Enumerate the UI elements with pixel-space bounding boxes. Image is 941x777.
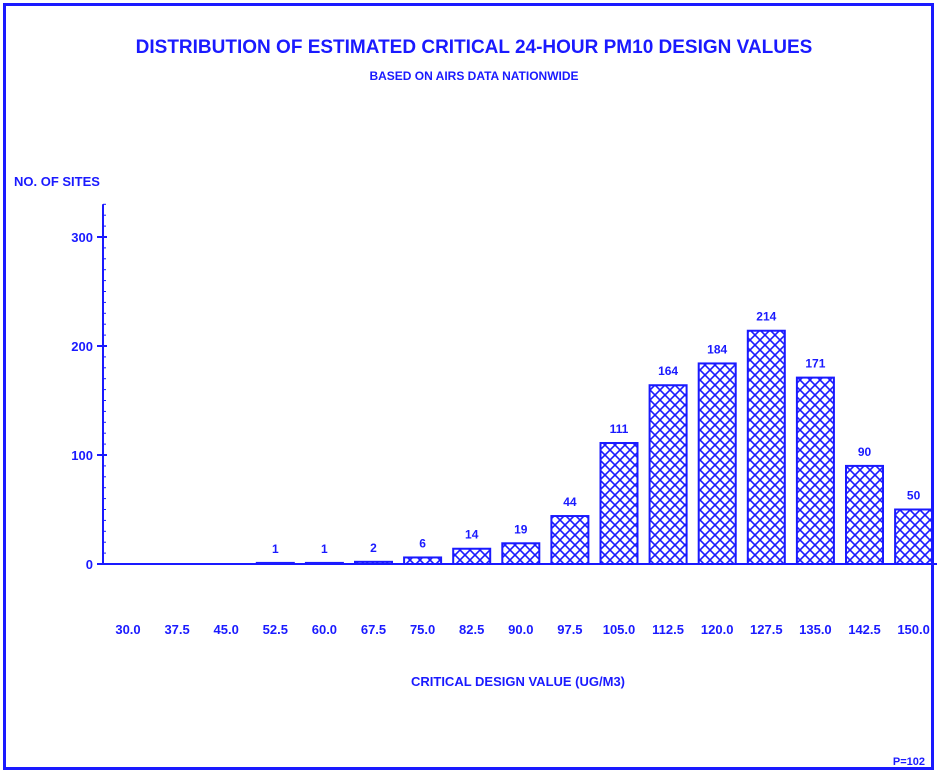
x-tick-label: 135.0 [799, 622, 832, 637]
bars: 30.0 37.5 45.0 1 52.5 1 60.0 2 67.5 6 75.0 14 82.5 19… [115, 310, 934, 637]
bar-value-label: 1 [272, 542, 279, 556]
bar [894, 508, 934, 565]
x-tick-label: 105.0 [603, 622, 636, 637]
x-tick-label: 142.5 [848, 622, 881, 637]
y-tick-label: 300 [71, 230, 93, 245]
bar [452, 547, 492, 565]
bar [845, 464, 884, 565]
x-tick-label: 60.0 [312, 622, 337, 637]
bar [550, 515, 590, 565]
x-tick-label: 37.5 [164, 622, 189, 637]
bar-value-label: 164 [658, 364, 678, 378]
bar [501, 542, 541, 565]
bar-value-label: 19 [514, 522, 528, 536]
bar [304, 561, 344, 565]
bar [746, 329, 786, 565]
bar-value-label: 171 [805, 357, 825, 371]
x-tick-label: 52.5 [263, 622, 288, 637]
x-tick-label: 82.5 [459, 622, 484, 637]
bar [354, 560, 393, 566]
x-tick-label: 45.0 [214, 622, 239, 637]
x-tick-label: 30.0 [115, 622, 140, 637]
x-tick-label: 75.0 [410, 622, 435, 637]
x-tick-label: 97.5 [557, 622, 582, 637]
y-tick-label: 100 [71, 448, 93, 463]
bar [599, 442, 639, 566]
x-tick-label: 67.5 [361, 622, 386, 637]
bar [255, 561, 295, 565]
y-axis-label: NO. OF SITES [14, 174, 100, 189]
chart-title: DISTRIBUTION OF ESTIMATED CRITICAL 24-HO… [136, 37, 813, 58]
bar [403, 556, 443, 566]
bar-value-label: 2 [370, 541, 377, 555]
bar [697, 362, 737, 565]
bar-value-label: 184 [707, 342, 727, 356]
x-tick-label: 150.0 [897, 622, 930, 637]
x-tick-label: 120.0 [701, 622, 734, 637]
chart-subtitle: BASED ON AIRS DATA NATIONWIDE [369, 69, 578, 83]
bar [648, 384, 688, 565]
bar-value-label: 6 [419, 536, 426, 550]
bar-value-label: 1 [321, 542, 328, 556]
y-tick-label: 0 [86, 557, 93, 572]
y-tick-label: 200 [71, 339, 93, 354]
x-tick-label: 90.0 [508, 622, 533, 637]
chart-frame [3, 3, 934, 770]
bar-value-label: 14 [465, 528, 479, 542]
x-tick-label: 127.5 [750, 622, 783, 637]
bar-value-label: 214 [756, 310, 776, 324]
x-axis-label: CRITICAL DESIGN VALUE (UG/M3) [411, 674, 625, 689]
footer-code: P=102 [893, 756, 925, 768]
bar-value-label: 90 [858, 445, 872, 459]
bar [795, 376, 835, 565]
bar-value-label: 111 [610, 422, 629, 436]
bar-value-label: 50 [907, 489, 921, 503]
x-tick-label: 112.5 [652, 622, 684, 637]
bar-value-label: 44 [563, 495, 577, 509]
